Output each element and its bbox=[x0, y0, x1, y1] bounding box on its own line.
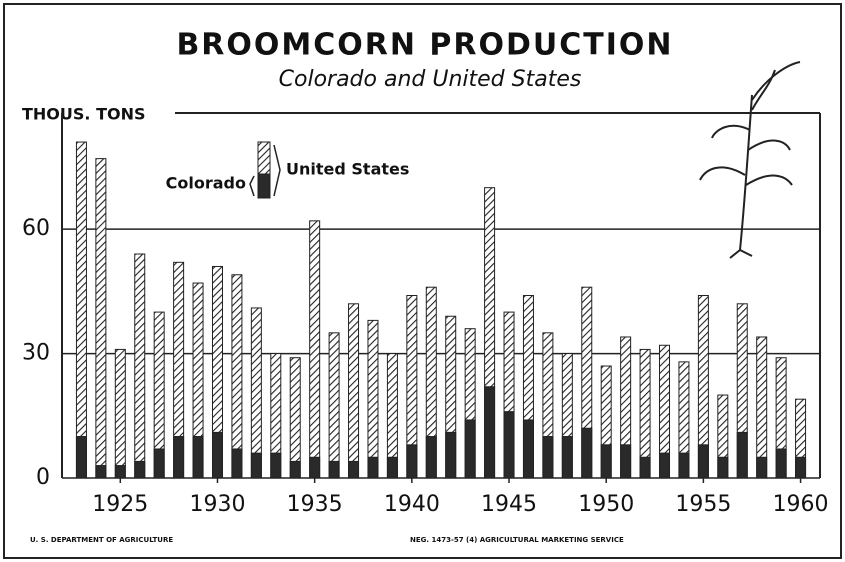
x-tick-label: 1960 bbox=[773, 492, 829, 517]
us-bar bbox=[115, 349, 125, 478]
legend-label: United States bbox=[286, 160, 409, 179]
x-tick-label: 1950 bbox=[578, 492, 634, 517]
us-bar bbox=[349, 304, 359, 478]
colorado-bar bbox=[796, 457, 806, 478]
x-tick-label: 1955 bbox=[675, 492, 731, 517]
legend-swatch bbox=[258, 174, 270, 198]
colorado-bar bbox=[698, 445, 708, 478]
colorado-bar bbox=[193, 437, 203, 478]
colorado-bar bbox=[485, 387, 495, 478]
y-tick-label: 30 bbox=[22, 341, 50, 366]
colorado-bar bbox=[251, 453, 261, 478]
legend-swatch bbox=[258, 142, 270, 174]
colorado-bar bbox=[174, 437, 184, 478]
x-tick-label: 1930 bbox=[189, 492, 245, 517]
colorado-bar bbox=[387, 457, 397, 478]
colorado-bar bbox=[504, 412, 514, 478]
us-bar bbox=[368, 320, 378, 478]
us-bar bbox=[329, 333, 339, 478]
colorado-bar bbox=[718, 457, 728, 478]
chart: BROOMCORN PRODUCTION Colorado and United… bbox=[0, 0, 845, 562]
colorado-bar bbox=[640, 457, 650, 478]
colorado-bar bbox=[310, 457, 320, 478]
us-bar bbox=[96, 159, 106, 478]
x-tick-label: 1945 bbox=[481, 492, 537, 517]
colorado-bar bbox=[523, 420, 533, 478]
colorado-bar bbox=[115, 466, 125, 478]
colorado-bar bbox=[154, 449, 164, 478]
colorado-bar bbox=[232, 449, 242, 478]
us-bar bbox=[310, 221, 320, 478]
colorado-bar bbox=[426, 437, 436, 478]
y-tick-label: 60 bbox=[22, 216, 50, 241]
colorado-bar bbox=[368, 457, 378, 478]
footer-right: NEG. 1473-57 (4) AGRICULTURAL MARKETING … bbox=[410, 536, 624, 544]
x-tick-label: 1935 bbox=[287, 492, 343, 517]
us-bar bbox=[76, 142, 86, 478]
colorado-bar bbox=[757, 457, 767, 478]
chart-title: BROOMCORN PRODUCTION bbox=[176, 28, 673, 63]
colorado-bar bbox=[446, 432, 456, 478]
colorado-bar bbox=[660, 453, 670, 478]
colorado-bar bbox=[349, 461, 359, 478]
colorado-bar bbox=[271, 453, 281, 478]
y-tick-label: 0 bbox=[36, 465, 50, 490]
colorado-bar bbox=[737, 432, 747, 478]
colorado-bar bbox=[290, 461, 300, 478]
colorado-bar bbox=[329, 461, 339, 478]
us-bar bbox=[135, 254, 145, 478]
legend-label: Colorado bbox=[166, 174, 246, 193]
colorado-bar bbox=[407, 445, 417, 478]
colorado-bar bbox=[621, 445, 631, 478]
colorado-bar bbox=[582, 428, 592, 478]
footer-left: U. S. DEPARTMENT OF AGRICULTURE bbox=[30, 536, 173, 544]
x-tick-label: 1925 bbox=[92, 492, 148, 517]
y-axis-label: THOUS. TONS bbox=[22, 105, 146, 124]
colorado-bar bbox=[776, 449, 786, 478]
colorado-bar bbox=[135, 461, 145, 478]
colorado-bar bbox=[465, 420, 475, 478]
colorado-bar bbox=[679, 453, 689, 478]
us-bar bbox=[290, 358, 300, 478]
x-tick-label: 1940 bbox=[384, 492, 440, 517]
colorado-bar bbox=[601, 445, 611, 478]
colorado-bar bbox=[76, 437, 86, 478]
us-bar bbox=[232, 275, 242, 478]
us-bar bbox=[251, 308, 261, 478]
colorado-bar bbox=[543, 437, 553, 478]
colorado-bar bbox=[562, 437, 572, 478]
colorado-bar bbox=[96, 466, 106, 478]
chart-subtitle: Colorado and United States bbox=[279, 67, 582, 92]
colorado-bar bbox=[212, 432, 222, 478]
